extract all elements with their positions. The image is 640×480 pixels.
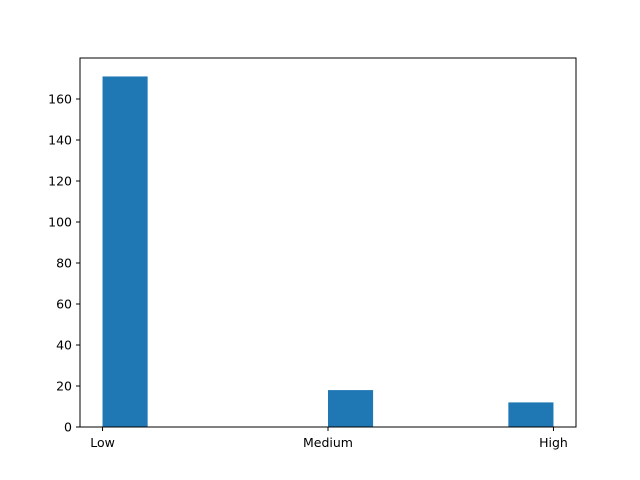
plot-frame	[79, 57, 577, 428]
y-tick-label-6: 120	[48, 174, 72, 189]
bars-group	[102, 76, 554, 427]
y-tick-label-1: 20	[56, 379, 72, 394]
x-tick-label-1: Medium	[303, 435, 353, 450]
x-tick-label-0: Low	[90, 435, 115, 450]
y-tick-label-2: 40	[56, 338, 72, 353]
bar-0	[102, 76, 148, 427]
y-tick-label-8: 160	[48, 92, 72, 107]
bar-2	[508, 402, 554, 427]
y-tick-label-3: 60	[56, 297, 72, 312]
x-axis-ticks: Low Medium High	[90, 427, 568, 450]
bar-1	[328, 390, 374, 427]
x-tick-label-2: High	[539, 435, 568, 450]
y-tick-label-0: 0	[64, 420, 72, 435]
y-tick-label-4: 80	[56, 256, 72, 271]
y-tick-label-5: 100	[48, 215, 72, 230]
y-tick-label-7: 140	[48, 133, 72, 148]
y-axis-ticks: 0 20 40 60 80 100 120 140 160	[48, 92, 80, 435]
